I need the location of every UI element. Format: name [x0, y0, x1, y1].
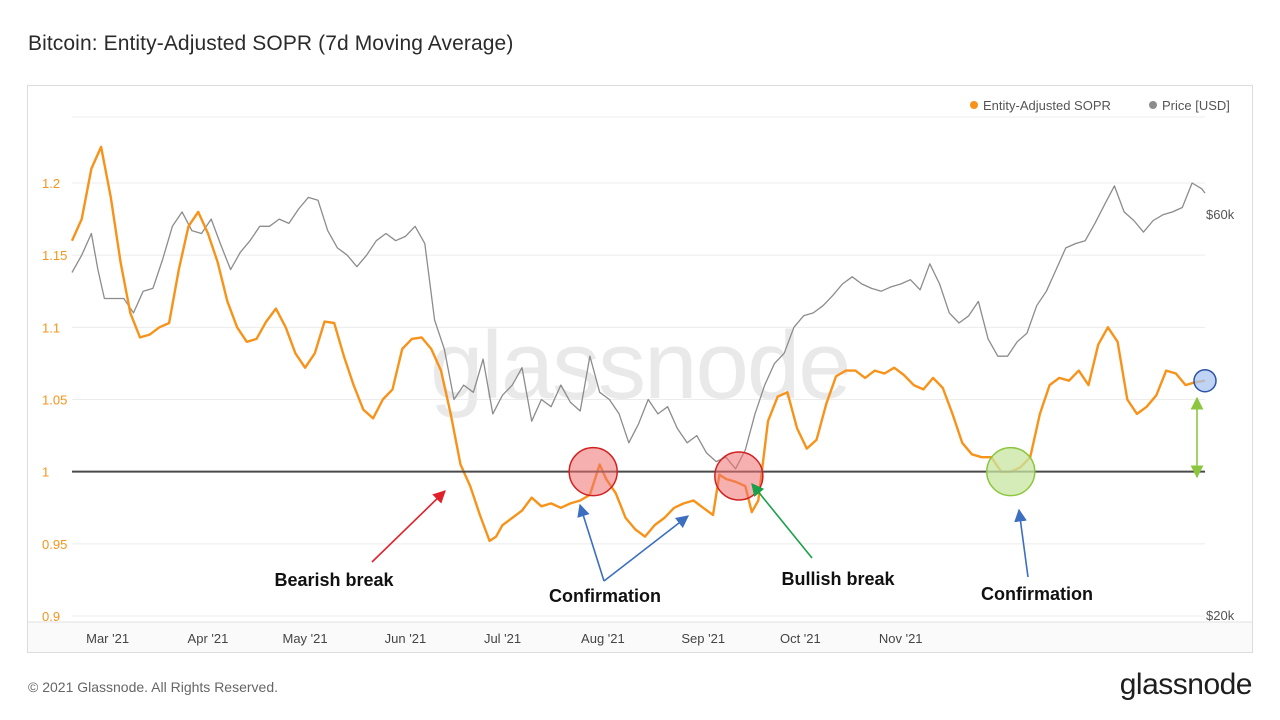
y-right-tick-label: $20k [1206, 608, 1235, 623]
y-tick-label: 1.1 [42, 320, 60, 335]
grid-lines [72, 116, 1205, 617]
annotation-labels: Bearish break Confirmation Bullish break Co… [274, 569, 1093, 606]
y-axis-left: 1.2 1.15 1.1 1.05 1 0.95 0.9 [42, 176, 67, 624]
y-tick-label: 0.95 [42, 537, 67, 552]
legend-sopr-swatch [970, 101, 978, 109]
x-tick-label: Apr '21 [188, 631, 229, 646]
x-tick-label: Sep '21 [681, 631, 725, 646]
x-axis-band [28, 622, 1252, 652]
annotation-label: Bearish break [274, 570, 394, 590]
legend-price-swatch [1149, 101, 1157, 109]
x-tick-label: Aug '21 [581, 631, 625, 646]
watermark-text: glassnode [430, 312, 850, 419]
x-axis: Mar '21 Apr '21 May '21 Jun '21 Jul '21 Aug '… [28, 621, 1252, 652]
legend-price-label[interactable]: Price [USD] [1162, 98, 1230, 113]
bearish-arrow [371, 490, 446, 563]
bullish-arrow [751, 483, 813, 559]
annotation-label: Bullish break [781, 569, 895, 589]
y-tick-label: 1.2 [42, 176, 60, 191]
x-tick-label: Jun '21 [385, 631, 427, 646]
x-tick-label: Oct '21 [780, 631, 821, 646]
price-series [71, 182, 1206, 470]
highlight-blue-circle [1193, 368, 1217, 393]
y-tick-label: 1.05 [42, 393, 67, 408]
y-tick-label: 0.9 [42, 609, 60, 624]
y-tick-label: 1.15 [42, 248, 67, 263]
highlight-circles [568, 368, 1217, 501]
price-line [71, 182, 1206, 470]
legend-sopr-label[interactable]: Entity-Adjusted SOPR [983, 98, 1111, 113]
y-axis-right: $60k $20k [1206, 207, 1235, 623]
annotation-label: Confirmation [981, 584, 1093, 604]
highlight-green-circle [986, 446, 1036, 497]
x-tick-label: Jul '21 [484, 631, 521, 646]
highlight-red-circle [714, 451, 764, 501]
x-tick-label: Mar '21 [86, 631, 129, 646]
annotation-arrows [371, 396, 1204, 582]
chart-title: Bitcoin: Entity-Adjusted SOPR (7d Moving… [28, 32, 514, 55]
y-right-tick-label: $60k [1206, 207, 1235, 222]
confirmation-arrow-oct [1014, 508, 1029, 578]
x-tick-label: May '21 [283, 631, 328, 646]
x-tick-label: Nov '21 [879, 631, 923, 646]
confirmation-arrow-right [603, 515, 690, 582]
confirmation-arrow-left [577, 503, 605, 582]
annotation-label: Confirmation [549, 586, 661, 606]
y-tick-label: 1 [42, 465, 49, 480]
legend: Entity-Adjusted SOPR Price [USD] [970, 98, 1230, 113]
highlight-red-circle [568, 446, 618, 497]
chart-panel [27, 85, 1253, 653]
copyright-footer: © 2021 Glassnode. All Rights Reserved. [28, 679, 279, 695]
brand-logo: glassnode [1119, 668, 1253, 701]
